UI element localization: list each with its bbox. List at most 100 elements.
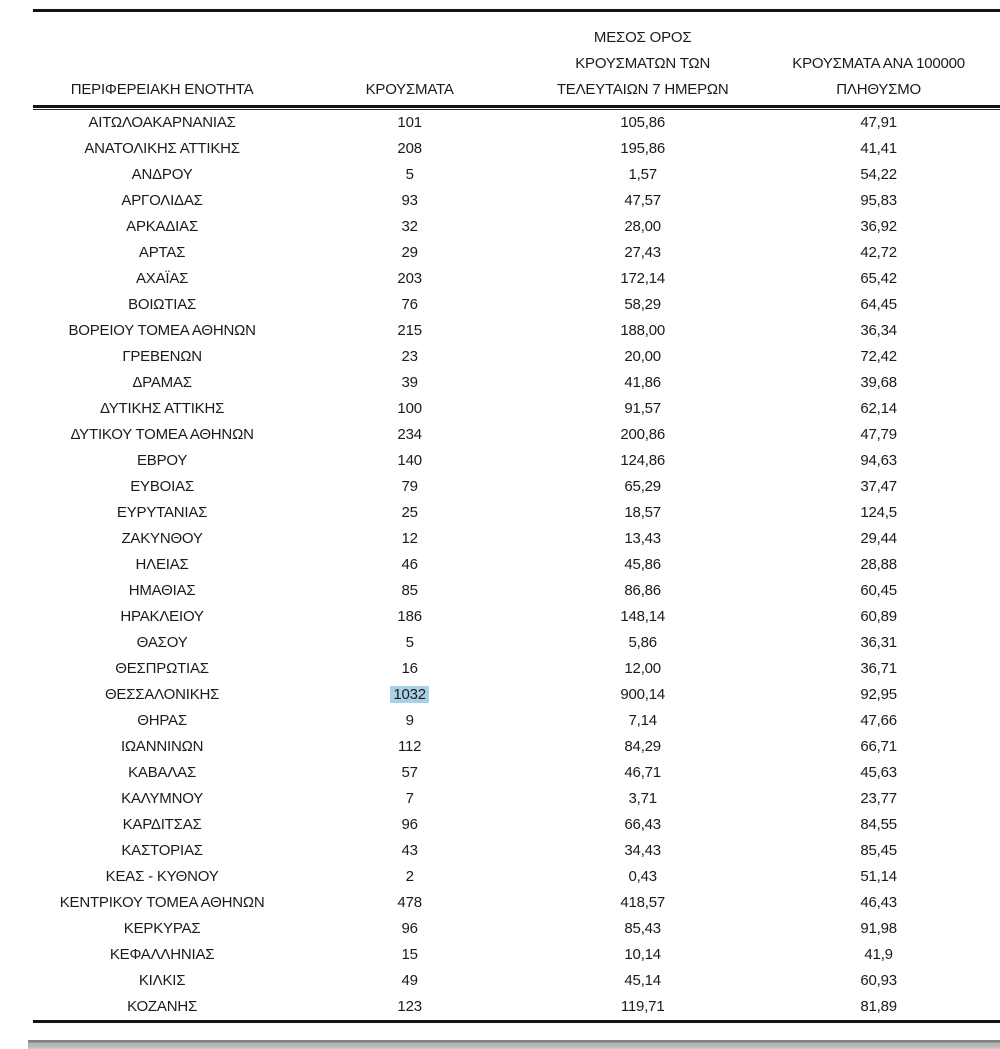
cell-region: ΗΛΕΙΑΣ — [135, 556, 189, 573]
cell-avg7: 34,43 — [624, 842, 661, 859]
cell-cases: 96 — [401, 920, 418, 937]
cell-per100k: 47,91 — [860, 114, 897, 131]
cell-region: ΔΥΤΙΚΗΣ ΑΤΤΙΚΗΣ — [100, 400, 225, 417]
cell-per100k: 72,42 — [860, 348, 897, 365]
table-row: ΚΕΡΚΥΡΑΣ 96 85,43 91,98 — [33, 916, 1000, 942]
table-row: ΘΑΣΟΥ 5 5,86 36,31 — [33, 630, 1000, 656]
cell-cases: 85 — [401, 582, 418, 599]
cell-region: ΚΕΦΑΛΛΗΝΙΑΣ — [109, 946, 215, 963]
header-region-label: ΠΕΡΙΦΕΡΕΙΑΚΗ ΕΝΟΤΗΤΑ — [70, 81, 254, 98]
header-avg7-line3: ΤΕΛΕΥΤΑΙΩΝ 7 ΗΜΕΡΩΝ — [556, 81, 729, 98]
cell-avg7: 58,29 — [624, 296, 661, 313]
table-row: ΑΙΤΩΛΟΑΚΑΡΝΑΝΙΑΣ 101 105,86 47,91 — [33, 110, 1000, 136]
cell-region: ΚΙΛΚΙΣ — [138, 972, 186, 989]
cell-per100k: 65,42 — [860, 270, 897, 287]
cell-per100k: 41,9 — [864, 946, 893, 963]
cell-region: ΘΕΣΣΑΛΟΝΙΚΗΣ — [104, 686, 220, 703]
cell-region: ΚΑΛΥΜΝΟΥ — [121, 790, 204, 807]
cell-avg7: 20,00 — [624, 348, 661, 365]
table-row: ΔΥΤΙΚΟΥ ΤΟΜΕΑ ΑΘΗΝΩΝ 234 200,86 47,79 — [33, 422, 1000, 448]
cell-cases: 46 — [401, 556, 418, 573]
cell-cases: 23 — [401, 348, 418, 365]
cell-cases: 203 — [397, 270, 422, 287]
cell-cases: 79 — [401, 478, 418, 495]
cell-cases: 5 — [405, 634, 414, 651]
cell-avg7: 195,86 — [620, 140, 666, 157]
table-header-row: ΠΕΡΙΦΕΡΕΙΑΚΗ ΕΝΟΤΗΤΑ ΚΡΟΥΣΜΑΤΑ ΜΕΣΟΣ ΟΡΟ… — [33, 12, 1000, 105]
cell-region: ΔΥΤΙΚΟΥ ΤΟΜΕΑ ΑΘΗΝΩΝ — [70, 426, 254, 443]
cell-per100k: 39,68 — [860, 374, 897, 391]
cell-per100k: 28,88 — [860, 556, 897, 573]
cell-per100k: 95,83 — [860, 192, 897, 209]
cell-cases: 15 — [401, 946, 418, 963]
cell-avg7: 65,29 — [624, 478, 661, 495]
cell-per100k: 85,45 — [860, 842, 897, 859]
cell-cases: 2 — [405, 868, 414, 885]
cell-avg7: 85,43 — [624, 920, 661, 937]
table-row: ΔΡΑΜΑΣ 39 41,86 39,68 — [33, 370, 1000, 396]
cell-per100k: 47,66 — [860, 712, 897, 729]
header-region: ΠΕΡΙΦΕΡΕΙΑΚΗ ΕΝΟΤΗΤΑ — [33, 77, 291, 103]
table-body: ΑΙΤΩΛΟΑΚΑΡΝΑΝΙΑΣ 101 105,86 47,91 ΑΝΑΤΟΛ… — [33, 110, 1000, 1020]
header-avg7: ΜΕΣΟΣ ΟΡΟΣ ΚΡΟΥΣΜΑΤΩΝ ΤΩΝ ΤΕΛΕΥΤΑΙΩΝ 7 Η… — [528, 25, 757, 103]
cell-per100k: 46,43 — [860, 894, 897, 911]
cell-per100k: 81,89 — [860, 998, 897, 1015]
cell-avg7: 12,00 — [624, 660, 661, 677]
cell-avg7: 10,14 — [624, 946, 661, 963]
header-bottom-rule — [33, 105, 1000, 110]
cell-avg7: 45,86 — [624, 556, 661, 573]
cell-per100k: 124,5 — [860, 504, 897, 521]
table-row: ΑΡΤΑΣ 29 27,43 42,72 — [33, 240, 1000, 266]
cell-avg7: 91,57 — [624, 400, 661, 417]
cell-region: ΚΑΣΤΟΡΙΑΣ — [121, 842, 203, 859]
table-row: ΕΥΡΥΤΑΝΙΑΣ 25 18,57 124,5 — [33, 500, 1000, 526]
cell-per100k: 84,55 — [860, 816, 897, 833]
cell-avg7: 41,86 — [624, 374, 661, 391]
cell-per100k: 64,45 — [860, 296, 897, 313]
table-row: ΘΗΡΑΣ 9 7,14 47,66 — [33, 708, 1000, 734]
cell-cases: 123 — [397, 998, 422, 1015]
table-row: ΚΕΑΣ - ΚΥΘΝΟΥ 2 0,43 51,14 — [33, 864, 1000, 890]
cell-per100k: 36,92 — [860, 218, 897, 235]
cell-region: ΕΥΒΟΙΑΣ — [130, 478, 194, 495]
cell-cases: 12 — [401, 530, 418, 547]
table-row: ΑΡΓΟΛΙΔΑΣ 93 47,57 95,83 — [33, 188, 1000, 214]
cell-avg7: 172,14 — [620, 270, 666, 287]
header-per100k-line1: ΚΡΟΥΣΜΑΤΑ ΑΝΑ 100000 — [792, 55, 965, 72]
cell-avg7: 66,43 — [624, 816, 661, 833]
cell-region: ΑΧΑΪΑΣ — [135, 270, 189, 287]
header-cases-label: ΚΡΟΥΣΜΑΤΑ — [365, 81, 454, 98]
cell-avg7: 119,71 — [620, 998, 665, 1015]
cell-region: ΑΡΤΑΣ — [138, 244, 186, 261]
table-row: ΑΝΔΡΟΥ 5 1,57 54,22 — [33, 162, 1000, 188]
cell-cases: 39 — [401, 374, 418, 391]
cell-cases: 112 — [397, 738, 422, 755]
header-cases: ΚΡΟΥΣΜΑΤΑ — [291, 77, 528, 103]
cell-avg7: 28,00 — [624, 218, 661, 235]
cell-avg7: 84,29 — [624, 738, 661, 755]
header-avg7-line2: ΚΡΟΥΣΜΑΤΩΝ ΤΩΝ — [575, 55, 711, 72]
cell-per100k: 37,47 — [860, 478, 897, 495]
selected-cell-value[interactable]: 1032 — [390, 686, 429, 703]
cell-cases: 96 — [401, 816, 418, 833]
cell-region: ΚΕΡΚΥΡΑΣ — [123, 920, 201, 937]
table-row: ΙΩΑΝΝΙΝΩΝ 112 84,29 66,71 — [33, 734, 1000, 760]
cell-region: ΒΟΙΩΤΙΑΣ — [128, 296, 197, 313]
cell-per100k: 47,79 — [860, 426, 897, 443]
table-row: ΚΙΛΚΙΣ 49 45,14 60,93 — [33, 968, 1000, 994]
cell-cases: 1032 — [291, 682, 528, 708]
cell-region: ΑΡΓΟΛΙΔΑΣ — [121, 192, 203, 209]
horizontal-divider-bar — [28, 1040, 1000, 1049]
cell-per100k: 29,44 — [860, 530, 897, 547]
table-row: ΑΝΑΤΟΛΙΚΗΣ ΑΤΤΙΚΗΣ 208 195,86 41,41 — [33, 136, 1000, 162]
table-bottom-rule — [33, 1020, 1000, 1023]
cell-per100k: 60,89 — [860, 608, 897, 625]
cell-cases: 7 — [405, 790, 414, 807]
cell-per100k: 42,72 — [860, 244, 897, 261]
cell-cases: 57 — [401, 764, 418, 781]
table-row: ΑΧΑΪΑΣ 203 172,14 65,42 — [33, 266, 1000, 292]
cell-region: ΚΑΡΔΙΤΣΑΣ — [122, 816, 202, 833]
cell-per100k: 66,71 — [860, 738, 897, 755]
cell-per100k: 36,31 — [860, 634, 897, 651]
cell-cases: 208 — [397, 140, 422, 157]
